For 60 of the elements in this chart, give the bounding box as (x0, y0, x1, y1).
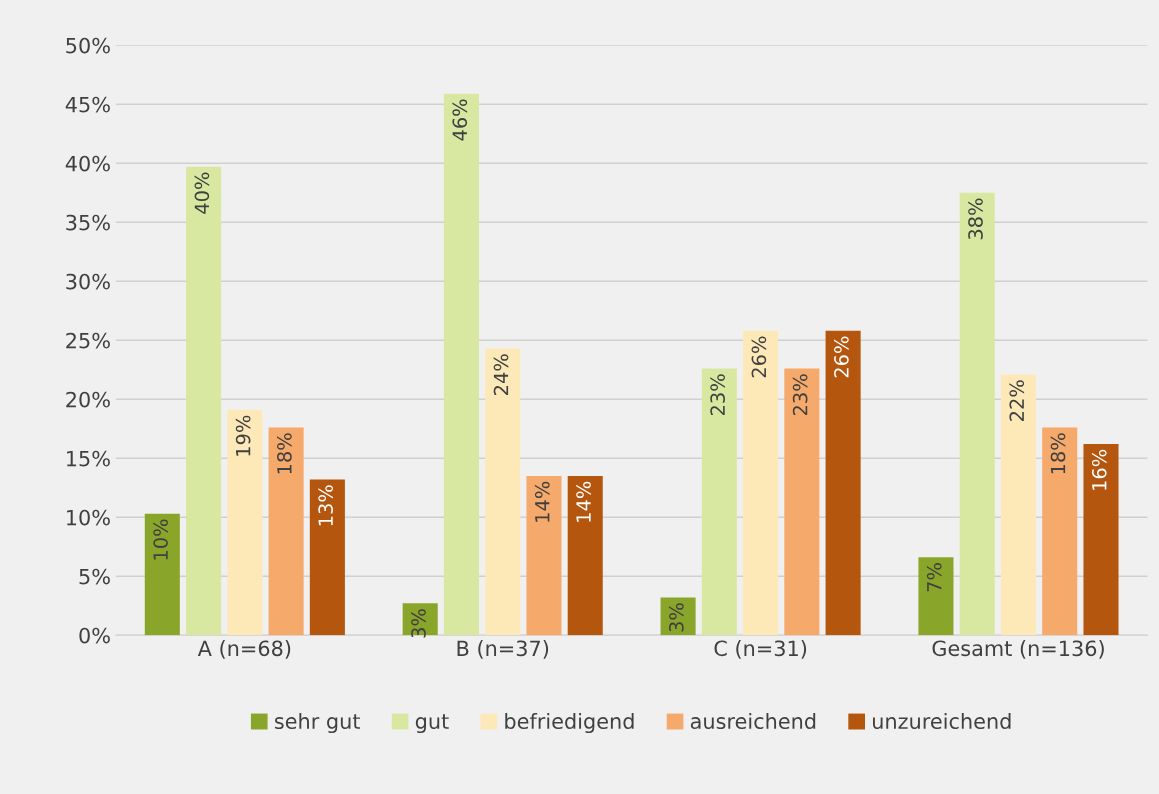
y-tick-label: 20% (66, 391, 110, 408)
y-tick-label: 10% (67, 509, 110, 526)
data-label: 10% (153, 519, 168, 560)
bar (186, 166, 222, 636)
data-label: 23% (792, 374, 808, 416)
bar (567, 475, 603, 636)
legend-label: sehr gut (274, 712, 360, 734)
bar (268, 427, 304, 636)
data-label: 3% (411, 609, 426, 638)
data-label: 14% (534, 481, 550, 522)
data-label: 19% (235, 415, 251, 456)
bar (918, 557, 954, 636)
legend-label: unzureichend (873, 712, 1011, 730)
y-tick-label: 30% (66, 273, 110, 290)
data-label: 26% (751, 336, 767, 378)
y-tick-label: 5% (79, 568, 110, 585)
bar (309, 479, 345, 636)
y-tick-label: 50% (66, 37, 110, 54)
data-label: 46% (452, 99, 468, 141)
data-label: 40% (194, 172, 210, 214)
bar (959, 192, 995, 636)
data-label: 38% (968, 198, 983, 240)
data-label: 22% (1009, 380, 1025, 421)
bar (1042, 427, 1078, 636)
bar (443, 93, 479, 636)
legend-label: ausreichend (690, 712, 816, 730)
bar (825, 330, 861, 636)
bar (1000, 374, 1037, 636)
bar (526, 475, 562, 636)
data-label: 18% (277, 433, 292, 474)
data-label: 26% (834, 336, 849, 378)
bar (1083, 444, 1119, 636)
bar (784, 368, 820, 636)
bar (660, 597, 696, 636)
y-tick-label: 35% (66, 214, 110, 231)
legend-label: befriedigend (505, 712, 634, 734)
bar (701, 368, 737, 636)
bar (402, 603, 438, 636)
legend-label: gut (415, 714, 449, 734)
y-tick-label: 25% (66, 332, 110, 349)
data-label: 3% (669, 603, 684, 632)
x-tick-label: C (n=31) (714, 640, 807, 659)
x-tick-label: Gesamt (n=136) (932, 640, 1104, 659)
data-label: 13% (318, 485, 333, 526)
data-label: 23% (710, 374, 725, 416)
data-label: 24% (493, 354, 509, 395)
x-tick-label: A (n=68) (197, 640, 291, 659)
bar (227, 409, 263, 636)
data-label: 16% (1091, 449, 1107, 490)
y-tick-label: 40% (65, 155, 110, 172)
y-tick-label: 15% (67, 450, 110, 467)
data-label: 7% (926, 563, 942, 592)
bar (743, 330, 779, 636)
bar (485, 348, 521, 636)
y-tick-label: 45% (65, 96, 110, 113)
data-label: 18% (1050, 433, 1066, 474)
bar (144, 513, 180, 636)
x-tick-label: B (n=37) (457, 640, 549, 659)
y-tick-label: 0% (79, 627, 110, 644)
data-label: 14% (576, 481, 591, 522)
